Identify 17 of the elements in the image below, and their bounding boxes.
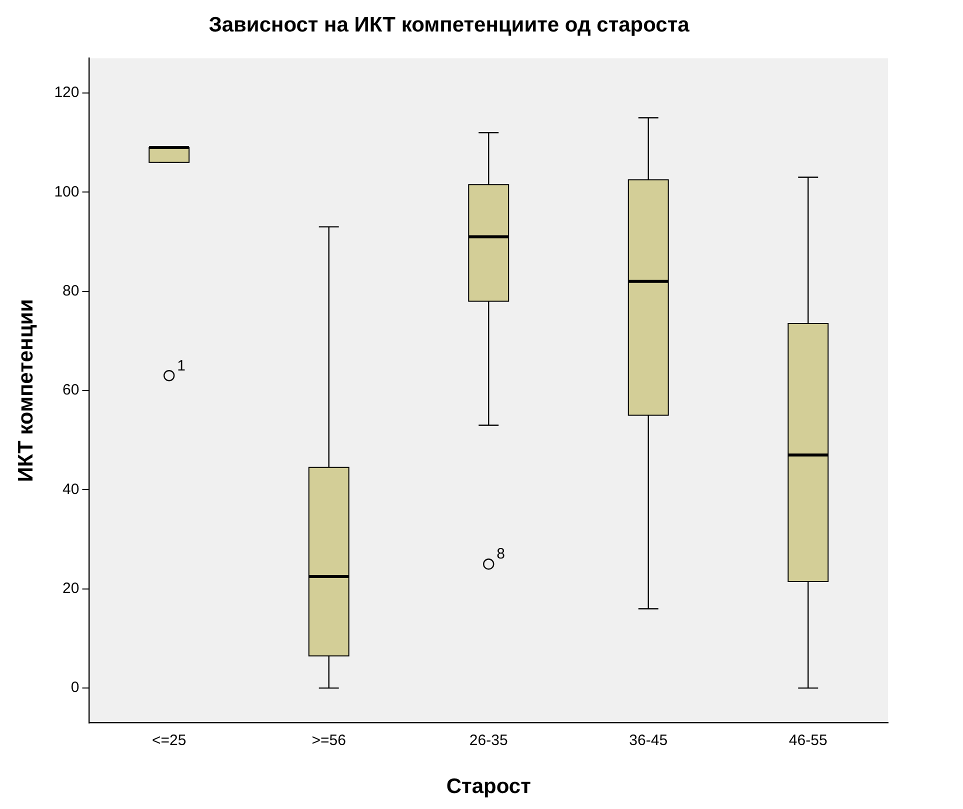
- x-axis-title: Старост: [446, 775, 531, 798]
- y-tick-label: 20: [62, 580, 80, 598]
- x-tick-label: >=56: [312, 732, 346, 749]
- annotation: 8: [496, 546, 505, 563]
- y-tick-label: 40: [62, 480, 80, 498]
- y-tick-label: 60: [62, 382, 80, 399]
- chart-title: Зависност на ИКТ компетенциите од староста: [208, 13, 690, 36]
- y-tick-label: 80: [62, 282, 80, 300]
- y-tick-label: 100: [54, 183, 80, 200]
- x-tick-label: <=25: [152, 732, 186, 749]
- y-tick-label: 0: [70, 679, 80, 696]
- x-tick-label: 26-35: [469, 732, 508, 749]
- y-tick-label: 120: [54, 84, 80, 102]
- x-tick-label: 46-55: [788, 732, 828, 749]
- x-tick-label: 36-45: [629, 732, 668, 749]
- y-axis-title: ИКТ компетенции: [14, 299, 38, 482]
- annotation: 1: [177, 357, 186, 374]
